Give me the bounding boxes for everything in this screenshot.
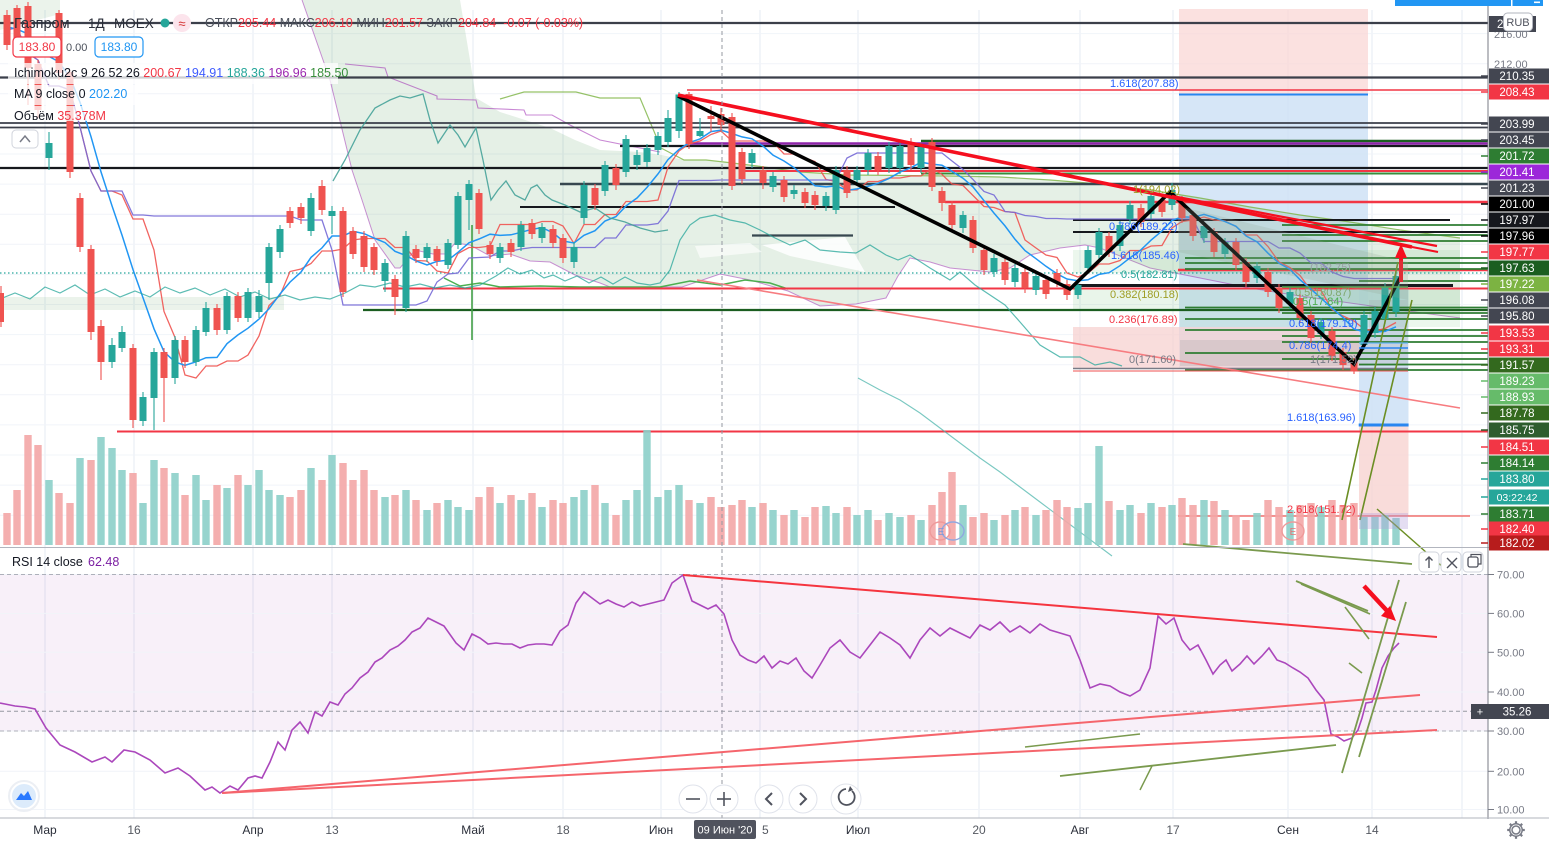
svg-text:18: 18 bbox=[556, 823, 570, 837]
svg-text:Авг: Авг bbox=[1071, 823, 1090, 837]
svg-text:0.618(179.19): 0.618(179.19) bbox=[1289, 318, 1358, 330]
svg-text:2.618(151.72): 2.618(151.72) bbox=[1287, 504, 1356, 516]
svg-text:35.26: 35.26 bbox=[1503, 707, 1532, 719]
svg-text:0.236(176.89): 0.236(176.89) bbox=[1109, 314, 1178, 326]
svg-text:193.31: 193.31 bbox=[1499, 344, 1534, 356]
svg-text:E: E bbox=[1290, 527, 1297, 538]
svg-text:197.77: 197.77 bbox=[1499, 247, 1534, 259]
svg-text:Сен: Сен bbox=[1277, 823, 1299, 837]
svg-text:196.08: 196.08 bbox=[1499, 295, 1534, 307]
svg-text:Июл: Июл bbox=[846, 823, 870, 837]
svg-text:1(171.52): 1(171.52) bbox=[1310, 354, 1357, 366]
svg-text:17: 17 bbox=[1166, 823, 1180, 837]
svg-text:RUB: RUB bbox=[1506, 17, 1529, 29]
svg-text:Июн: Июн bbox=[649, 823, 673, 837]
svg-text:1Д: 1Д bbox=[88, 16, 105, 31]
svg-text:185.75: 185.75 bbox=[1499, 425, 1534, 437]
svg-text:20.00: 20.00 bbox=[1497, 766, 1525, 778]
svg-text:0.5(17.84): 0.5(17.84) bbox=[1293, 296, 1343, 308]
svg-text:16: 16 bbox=[127, 823, 141, 837]
svg-text:197.63: 197.63 bbox=[1499, 263, 1534, 275]
svg-text:201.41: 201.41 bbox=[1499, 167, 1534, 179]
svg-text:201.23: 201.23 bbox=[1499, 183, 1534, 195]
svg-text:0.00: 0.00 bbox=[66, 42, 87, 54]
svg-text:Ichimoku2c 9 26 52 26 200.67 1: Ichimoku2c 9 26 52 26 200.67 194.91 188.… bbox=[14, 66, 348, 80]
svg-text:(182.75): (182.75) bbox=[1310, 262, 1351, 274]
svg-text:1.618(207.88): 1.618(207.88) bbox=[1110, 78, 1179, 90]
svg-text:203.99: 203.99 bbox=[1499, 119, 1534, 131]
svg-text:20: 20 bbox=[972, 823, 986, 837]
svg-text:Газпром: Газпром bbox=[14, 16, 70, 32]
svg-text:10.00: 10.00 bbox=[1497, 805, 1525, 817]
svg-text:197.22: 197.22 bbox=[1499, 279, 1534, 291]
svg-text:2: 2 bbox=[1497, 19, 1503, 31]
svg-text:0.786(189.22): 0.786(189.22) bbox=[1109, 221, 1178, 233]
svg-text:13: 13 bbox=[325, 823, 339, 837]
svg-text:1.618(185.46): 1.618(185.46) bbox=[1111, 250, 1180, 262]
svg-text:14: 14 bbox=[1365, 823, 1379, 837]
svg-text:60.00: 60.00 bbox=[1497, 608, 1525, 620]
svg-text:183.80: 183.80 bbox=[101, 40, 138, 54]
svg-text:0.786(174.4): 0.786(174.4) bbox=[1289, 340, 1351, 352]
svg-text:09 Июн '20: 09 Июн '20 bbox=[698, 825, 753, 837]
svg-text:Апр: Апр bbox=[242, 823, 264, 837]
svg-text:Объём 35.378M: Объём 35.378M bbox=[14, 109, 106, 123]
svg-text:0.5(180.87): 0.5(180.87) bbox=[1295, 287, 1351, 299]
svg-text:210.35: 210.35 bbox=[1499, 71, 1534, 83]
svg-text:MOEX: MOEX bbox=[114, 16, 154, 31]
svg-text:201.00: 201.00 bbox=[1499, 199, 1534, 211]
svg-text:197.97: 197.97 bbox=[1499, 215, 1534, 227]
svg-text:≈: ≈ bbox=[178, 16, 185, 31]
svg-text:188.93: 188.93 bbox=[1499, 392, 1534, 404]
svg-text:Мар: Мар bbox=[33, 823, 57, 837]
svg-text:183.80: 183.80 bbox=[1499, 474, 1534, 486]
svg-text:197.96: 197.96 bbox=[1499, 231, 1534, 243]
svg-text:203.45: 203.45 bbox=[1499, 135, 1534, 147]
svg-text:193.53: 193.53 bbox=[1499, 328, 1534, 340]
svg-text:40.00: 40.00 bbox=[1497, 687, 1525, 699]
svg-text:183.71: 183.71 bbox=[1499, 509, 1534, 521]
svg-text:183.80: 183.80 bbox=[19, 40, 56, 54]
svg-text:182.02: 182.02 bbox=[1499, 538, 1534, 550]
svg-text:ОТКР205.44 МАКС206.10 МИН201.5: ОТКР205.44 МАКС206.10 МИН201.57 ЗАКР204.… bbox=[205, 16, 583, 30]
svg-text:182.40: 182.40 bbox=[1499, 524, 1534, 536]
svg-text:184.14: 184.14 bbox=[1499, 458, 1535, 470]
svg-text:1(194.02): 1(194.02) bbox=[1133, 184, 1180, 196]
svg-text:0.382(180.18): 0.382(180.18) bbox=[1110, 289, 1179, 301]
svg-text:30.00: 30.00 bbox=[1497, 726, 1525, 738]
svg-text:195.80: 195.80 bbox=[1499, 311, 1534, 323]
svg-text:MA 9 close 0 202.20: MA 9 close 0 202.20 bbox=[14, 87, 127, 101]
svg-text:62.48: 62.48 bbox=[88, 555, 119, 569]
svg-text:RSI 14 close: RSI 14 close bbox=[12, 555, 83, 569]
svg-text:187.78: 187.78 bbox=[1499, 408, 1534, 420]
svg-text:03:22:42: 03:22:42 bbox=[1497, 492, 1538, 504]
svg-text:E: E bbox=[938, 527, 945, 538]
svg-text:201.72: 201.72 bbox=[1499, 151, 1534, 163]
svg-text:191.57: 191.57 bbox=[1499, 360, 1534, 372]
svg-text:70.00: 70.00 bbox=[1497, 570, 1525, 582]
svg-text:189.23: 189.23 bbox=[1499, 376, 1534, 388]
svg-text:+: + bbox=[1477, 707, 1483, 719]
svg-text:208.43: 208.43 bbox=[1499, 87, 1534, 99]
svg-text:212.00: 212.00 bbox=[1494, 59, 1528, 71]
svg-text:0.5(182.81): 0.5(182.81) bbox=[1121, 269, 1177, 281]
svg-text:0(171.60): 0(171.60) bbox=[1129, 354, 1176, 366]
svg-text:1.618(163.96): 1.618(163.96) bbox=[1287, 412, 1356, 424]
svg-text:Май: Май bbox=[461, 823, 485, 837]
svg-text:50.00: 50.00 bbox=[1497, 647, 1525, 659]
svg-text:184.51: 184.51 bbox=[1499, 442, 1534, 454]
svg-text:5: 5 bbox=[762, 823, 769, 837]
